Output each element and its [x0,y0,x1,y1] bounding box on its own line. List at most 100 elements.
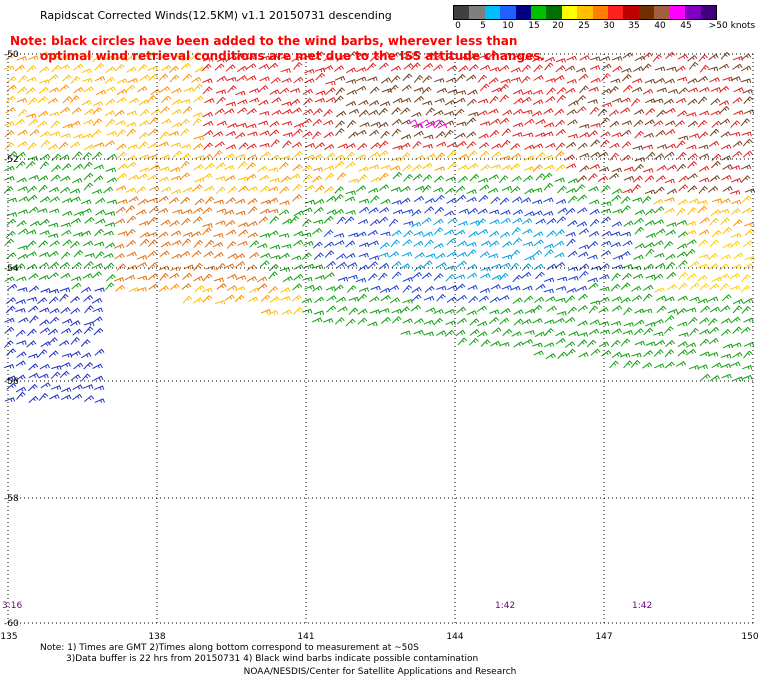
wind-barb [260,252,271,258]
wind-barb [422,143,433,149]
wind-barb [17,108,28,117]
wind-barb [499,197,510,205]
wind-barb [357,219,369,225]
wind-barb [500,217,511,225]
wind-barb [522,109,533,115]
wind-barb [258,84,269,93]
time-label-right: 1:42 [632,601,653,611]
wind-barb [37,208,48,213]
wind-barb [17,245,28,250]
wind-barb [698,153,710,159]
wind-barb [524,118,535,126]
wind-barb [546,217,557,225]
wind-barb [159,131,170,140]
wind-barb [92,316,103,323]
wind-barb [202,153,213,161]
wind-barb [685,220,697,226]
wind-barb [491,143,502,150]
wind-barb [419,119,430,125]
wind-barb [664,151,675,158]
wind-barb [6,212,18,217]
wind-barb [95,197,106,205]
wind-barb [708,337,719,345]
legend-swatch [685,6,701,19]
wind-barb [225,219,236,227]
wind-barb [719,282,730,291]
wind-barb [421,272,432,280]
wind-barb [302,54,314,59]
wind-barb [391,260,402,268]
wind-barb [599,263,610,271]
wind-barb [380,231,391,237]
wind-barb [401,84,412,92]
wind-barb [653,240,664,247]
wind-barb [522,132,534,138]
wind-barb [457,220,469,226]
wind-barb [72,151,83,160]
wind-barb [235,210,246,216]
wind-barb [512,132,523,137]
wind-barb [732,305,743,314]
wind-barb [489,95,499,104]
wind-barb [511,53,522,60]
wind-barb [557,276,568,282]
wind-barb [445,273,456,282]
wind-barb [501,254,513,260]
wind-barb [356,52,367,59]
wind-barb [16,276,27,282]
wind-barb [355,277,367,283]
wind-barb [182,186,194,193]
wind-barb [687,160,698,169]
wind-barb [358,109,369,117]
wind-barb [720,131,731,138]
wind-barb [566,287,577,293]
wind-barb [642,362,653,369]
wind-barb [489,219,500,225]
wind-barb [467,162,479,170]
wind-barb [710,87,722,92]
map-title: Rapidscat Corrected Winds(12.5KM) v1.1 2… [40,9,392,22]
wind-barb [510,162,521,171]
wind-barb [577,142,588,150]
wind-barb [4,175,15,181]
wind-barb [18,196,29,202]
wind-barb [39,218,50,226]
wind-barb [555,330,566,337]
wind-barb [214,108,225,115]
wind-barb [456,240,468,247]
wind-barb [392,97,404,104]
wind-barb [59,287,71,292]
wind-barb [334,75,346,81]
wind-barb [171,253,182,260]
wind-barb [39,161,50,170]
wind-barb [249,287,260,293]
wind-barb [544,319,555,324]
wind-barb [4,326,15,334]
wind-barb [357,308,368,315]
wind-barb [521,263,532,271]
wind-barb [16,340,27,345]
wind-barb [6,197,18,203]
wind-barb [139,74,150,81]
wind-barb [666,164,677,171]
wind-barb [368,261,379,269]
wind-barb [433,110,444,116]
wind-barb [29,129,40,136]
wind-barb [237,99,248,105]
wind-barb [137,86,148,93]
wind-barb [488,77,499,85]
wind-barb [411,294,422,302]
wind-barb [247,296,259,303]
wind-barb [103,230,114,236]
wind-barb [532,164,543,172]
wind-barb [27,383,38,392]
wind-barb [213,251,224,259]
wind-barb [566,109,577,116]
wind-barb [369,129,380,137]
wind-barb [653,319,664,325]
wind-barb [313,219,324,225]
wind-barb [740,284,751,293]
wind-barb [82,133,93,139]
wind-barb [621,141,632,149]
wind-barb [378,140,389,149]
